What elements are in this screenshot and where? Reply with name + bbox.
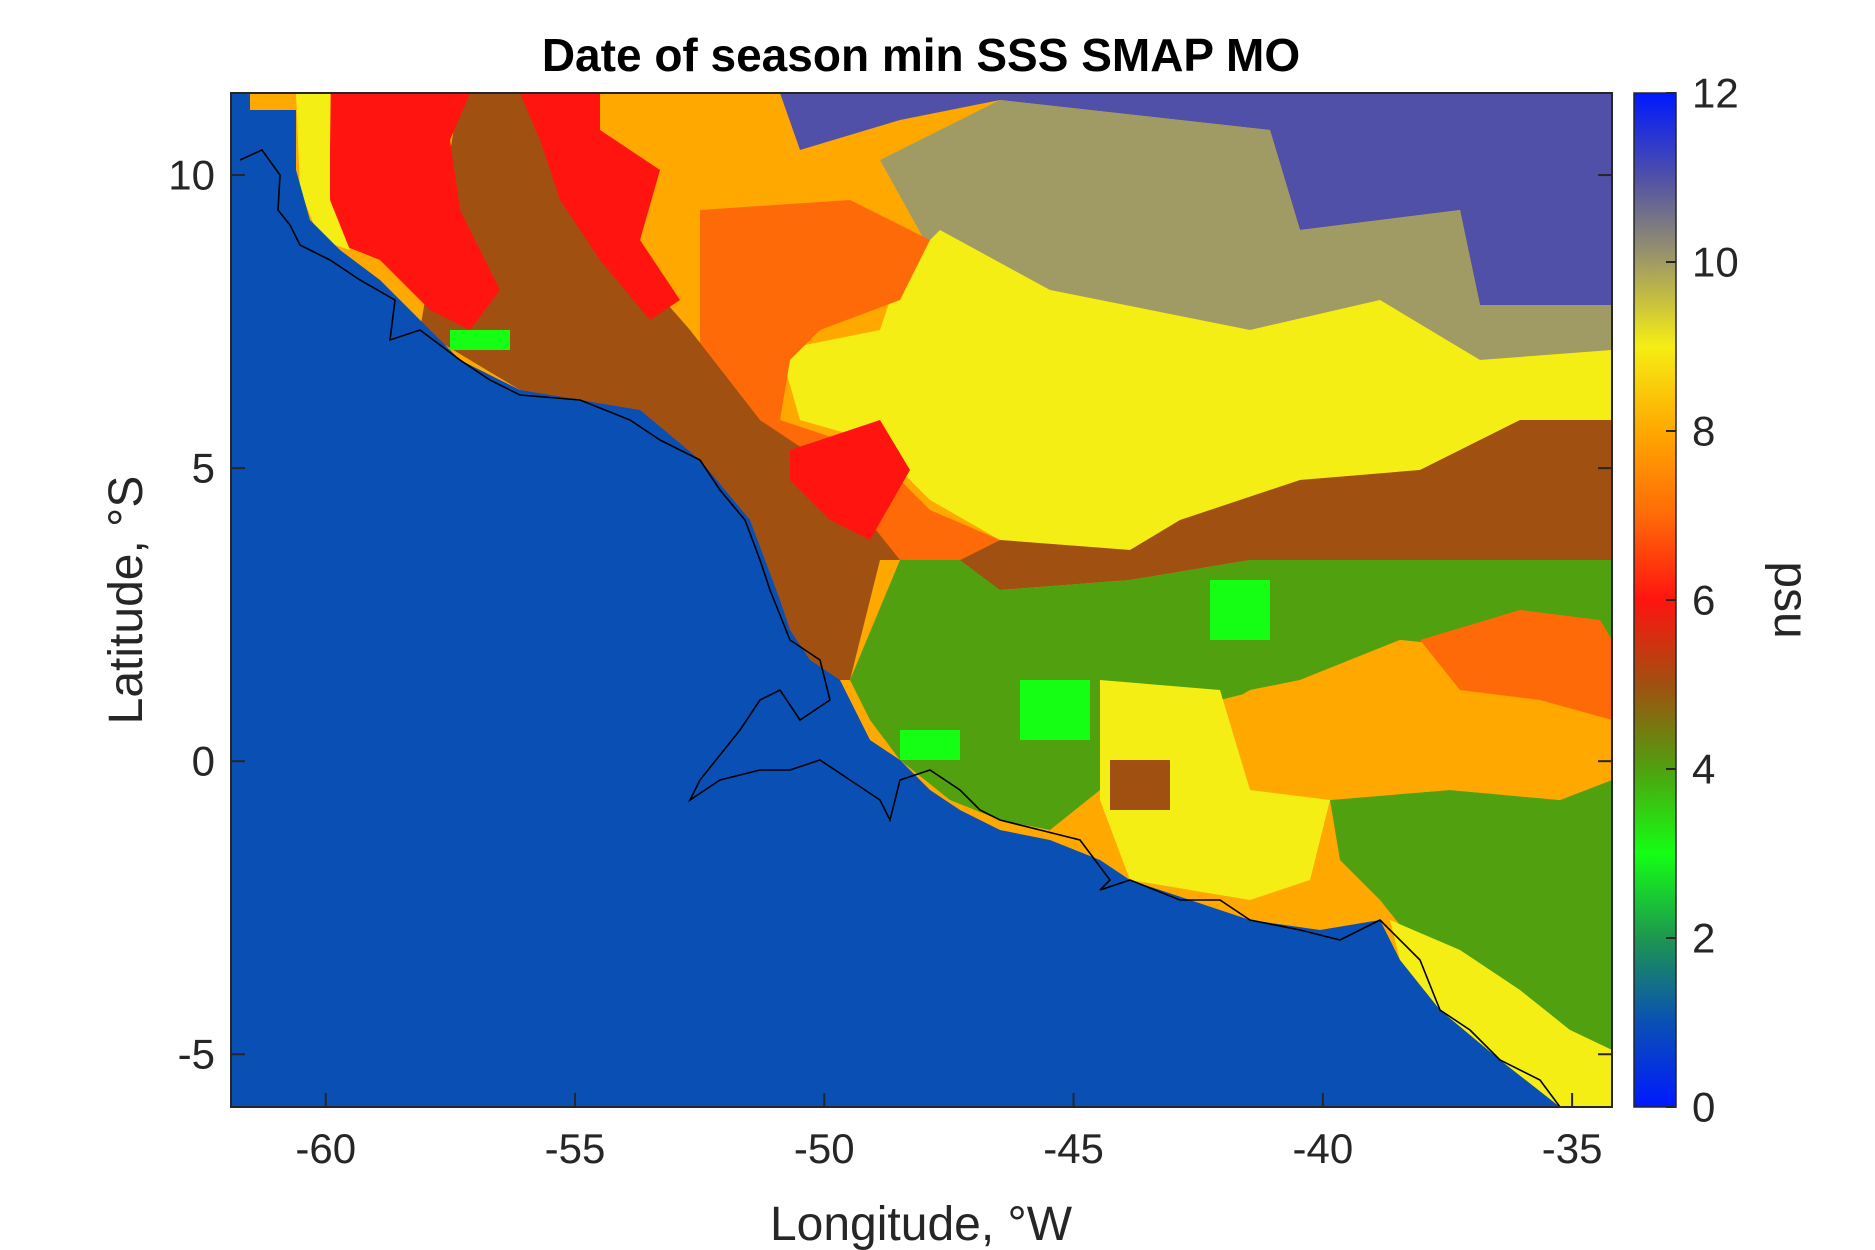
region-green xyxy=(850,560,1612,830)
cb-tick: 2 xyxy=(1666,915,1715,962)
x-tick-label: -55 xyxy=(545,1125,606,1172)
colorbar-ticks: 12 10 8 6 4 2 0 xyxy=(1666,70,1739,1131)
y-tick: 0 xyxy=(192,738,1612,785)
x-tick: -55 xyxy=(545,1093,606,1172)
x-tick: -35 xyxy=(1542,1093,1603,1172)
cb-tick-label: 2 xyxy=(1692,915,1715,962)
y-axis-label: Latitude, °S xyxy=(100,476,153,725)
x-tick-label: -35 xyxy=(1542,1125,1603,1172)
cb-tick-label: 6 xyxy=(1692,577,1715,624)
cb-tick: 10 xyxy=(1666,239,1739,286)
y-tick: -5 xyxy=(178,1031,1612,1078)
patch-bright-green-3 xyxy=(900,730,960,760)
cb-tick-label: 8 xyxy=(1692,408,1715,455)
patch-bright-green-2 xyxy=(1020,680,1090,740)
y-tick-label: 0 xyxy=(192,738,215,785)
y-tick: 5 xyxy=(192,445,1612,492)
map-area xyxy=(231,93,1612,1107)
region-yellow-coast-se xyxy=(1390,920,1612,1107)
x-tick-label: -50 xyxy=(794,1125,855,1172)
region-yellow xyxy=(780,230,1612,550)
x-axis-label: Longitude, °W xyxy=(770,1198,1073,1250)
x-tick-label: -45 xyxy=(1043,1125,1104,1172)
colorbar-label: psu xyxy=(1764,561,1817,638)
cb-tick: 12 xyxy=(1666,70,1739,117)
x-tick: -50 xyxy=(794,1093,855,1172)
y-tick-label: -5 xyxy=(178,1031,215,1078)
axes-frame xyxy=(230,92,1613,1108)
cb-tick-label: 12 xyxy=(1692,70,1739,117)
coastline xyxy=(239,149,1561,1107)
x-tick: -40 xyxy=(1292,1093,1353,1172)
region-dark-orange-se xyxy=(1420,610,1612,720)
x-tick: -60 xyxy=(295,1093,356,1172)
cb-tick: 8 xyxy=(1666,408,1715,455)
y-tick-label: 10 xyxy=(168,152,215,199)
patch-bright-green-4 xyxy=(450,330,510,350)
y-tick: 10 xyxy=(168,152,1612,199)
region-red-south xyxy=(790,420,910,540)
region-red-mid xyxy=(520,93,680,320)
y-tick-label: 5 xyxy=(192,445,215,492)
x-tick-label: -40 xyxy=(1292,1125,1353,1172)
region-yellow-nw xyxy=(296,93,350,250)
x-tick-label: -60 xyxy=(295,1125,356,1172)
patch-bright-green-1 xyxy=(1210,580,1270,640)
cb-tick: 4 xyxy=(1666,746,1715,793)
region-yellow-south xyxy=(1100,680,1330,900)
region-slate-blue xyxy=(780,93,1612,305)
patch-brown-south xyxy=(1110,760,1170,810)
cb-tick-label: 10 xyxy=(1692,239,1739,286)
region-red-west xyxy=(330,93,500,330)
land-area xyxy=(231,93,1560,1107)
chart-title: Date of season min SSS SMAP MO xyxy=(542,29,1300,81)
region-khaki xyxy=(880,100,1612,360)
x-ticks: -60 -55 -50 -45 -40 -35 xyxy=(295,1093,1602,1172)
cb-tick: 6 xyxy=(1666,577,1715,624)
cb-tick-label: 0 xyxy=(1692,1084,1715,1131)
cb-tick-label: 4 xyxy=(1692,746,1715,793)
x-tick: -45 xyxy=(1043,1093,1104,1172)
y-ticks: 10 5 0 -5 xyxy=(168,152,1612,1078)
cb-tick: 0 xyxy=(1666,1084,1715,1131)
region-green-se xyxy=(1330,780,1612,1050)
